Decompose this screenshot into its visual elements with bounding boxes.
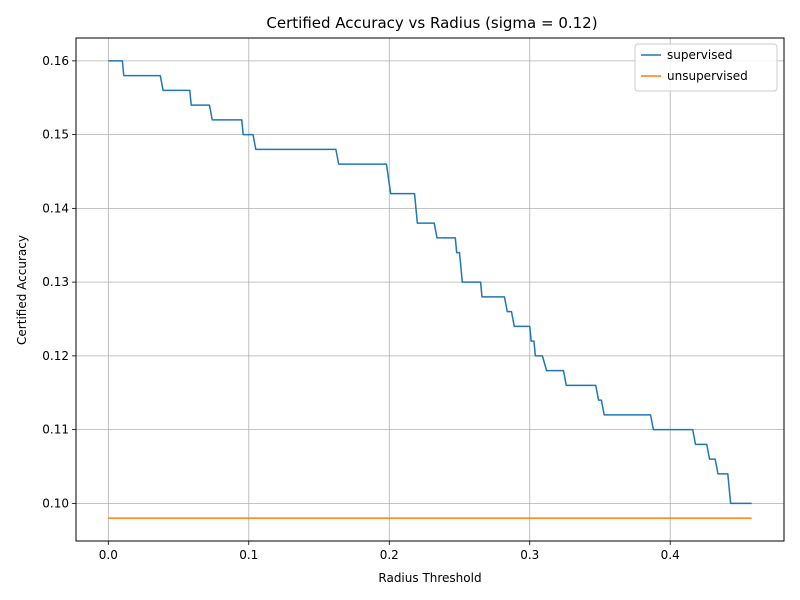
legend: supervised unsupervised	[634, 43, 778, 92]
y-tick-label: 0.13	[42, 275, 69, 289]
grid	[76, 38, 784, 541]
x-tick-label: 0.4	[661, 548, 680, 562]
series-line-supervised	[108, 60, 752, 505]
x-axis-label: Radius Threshold	[378, 571, 481, 585]
legend-label-supervised: supervised	[667, 48, 732, 62]
x-tick-label: 0.0	[99, 548, 118, 562]
y-axis-label: Certified Accuracy	[15, 235, 29, 345]
plot-series	[108, 60, 752, 519]
y-tick-label: 0.15	[42, 128, 69, 142]
y-tick-label: 0.12	[42, 349, 69, 363]
x-tick-label: 0.3	[520, 548, 539, 562]
plot-frame	[75, 37, 785, 542]
y-tick-label: 0.14	[42, 201, 69, 215]
y-tick-label: 0.16	[42, 54, 69, 68]
x-axis-ticks: 0.0 0.1 0.2 0.3 0.4	[99, 541, 680, 562]
y-tick-label: 0.10	[42, 496, 69, 510]
x-tick-label: 0.1	[239, 548, 258, 562]
y-axis-ticks: 0.10 0.11 0.12 0.13 0.14 0.15 0.16	[42, 54, 76, 510]
chart-title: Certified Accuracy vs Radius (sigma = 0.…	[266, 14, 597, 32]
legend-label-unsupervised: unsupervised	[667, 69, 748, 83]
y-tick-label: 0.11	[42, 423, 69, 437]
x-tick-label: 0.2	[380, 548, 399, 562]
legend-box	[634, 43, 778, 92]
